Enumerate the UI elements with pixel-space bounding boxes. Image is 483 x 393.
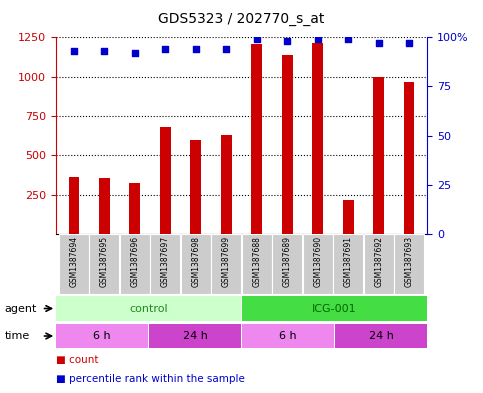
Text: GSM1387692: GSM1387692 (374, 236, 383, 286)
Point (405, 40, 413, 46)
Bar (404, 82, 414, 234)
Text: GSM1387690: GSM1387690 (313, 236, 322, 287)
Bar (313, 43, 323, 234)
Text: GSM1387697: GSM1387697 (161, 236, 170, 287)
Bar (252, 44, 262, 234)
Text: 24 h: 24 h (183, 331, 208, 341)
Text: GSM1387688: GSM1387688 (252, 236, 261, 286)
Bar (99, 178, 110, 234)
Text: time: time (5, 331, 30, 341)
Text: GSM1387689: GSM1387689 (283, 236, 292, 286)
Text: GDS5323 / 202770_s_at: GDS5323 / 202770_s_at (158, 12, 325, 26)
Text: GSM1387691: GSM1387691 (344, 236, 353, 286)
FancyBboxPatch shape (149, 324, 241, 348)
FancyBboxPatch shape (272, 235, 302, 294)
Bar (221, 135, 231, 234)
Point (131, 50, 139, 56)
Text: control: control (129, 303, 168, 314)
Point (192, 46, 199, 52)
FancyBboxPatch shape (242, 235, 271, 294)
Point (284, 38, 291, 44)
Bar (373, 77, 384, 234)
Point (70, 48, 78, 54)
Bar (282, 55, 293, 234)
Text: 6 h: 6 h (279, 331, 297, 341)
FancyBboxPatch shape (335, 324, 427, 348)
Text: GSM1387698: GSM1387698 (191, 236, 200, 286)
Point (222, 46, 230, 52)
Point (161, 46, 169, 52)
Bar (343, 200, 354, 234)
Text: GSM1387699: GSM1387699 (222, 236, 231, 287)
FancyBboxPatch shape (89, 235, 119, 294)
Text: 6 h: 6 h (93, 331, 111, 341)
Text: 24 h: 24 h (369, 331, 394, 341)
FancyBboxPatch shape (242, 296, 427, 321)
FancyBboxPatch shape (120, 235, 150, 294)
Text: ■ count: ■ count (56, 354, 98, 365)
Text: GSM1387696: GSM1387696 (130, 236, 139, 287)
Text: GSM1387693: GSM1387693 (405, 236, 413, 287)
Text: GSM1387695: GSM1387695 (100, 236, 109, 287)
FancyBboxPatch shape (59, 235, 89, 294)
FancyBboxPatch shape (303, 235, 333, 294)
Point (344, 36, 352, 42)
FancyBboxPatch shape (181, 235, 211, 294)
Point (314, 36, 322, 42)
FancyBboxPatch shape (333, 235, 363, 294)
FancyBboxPatch shape (56, 324, 148, 348)
Point (100, 48, 108, 54)
FancyBboxPatch shape (56, 296, 241, 321)
FancyBboxPatch shape (394, 235, 424, 294)
FancyBboxPatch shape (150, 235, 180, 294)
Text: GSM1387694: GSM1387694 (70, 236, 78, 287)
Point (253, 36, 261, 42)
Bar (190, 140, 201, 234)
Text: ICG-001: ICG-001 (312, 303, 357, 314)
Point (375, 40, 383, 46)
FancyBboxPatch shape (364, 235, 394, 294)
Bar (69, 177, 79, 234)
Bar (129, 183, 140, 234)
Text: ■ percentile rank within the sample: ■ percentile rank within the sample (56, 374, 244, 384)
FancyBboxPatch shape (212, 235, 241, 294)
FancyBboxPatch shape (242, 324, 334, 348)
Text: agent: agent (5, 303, 37, 314)
Bar (160, 127, 170, 234)
